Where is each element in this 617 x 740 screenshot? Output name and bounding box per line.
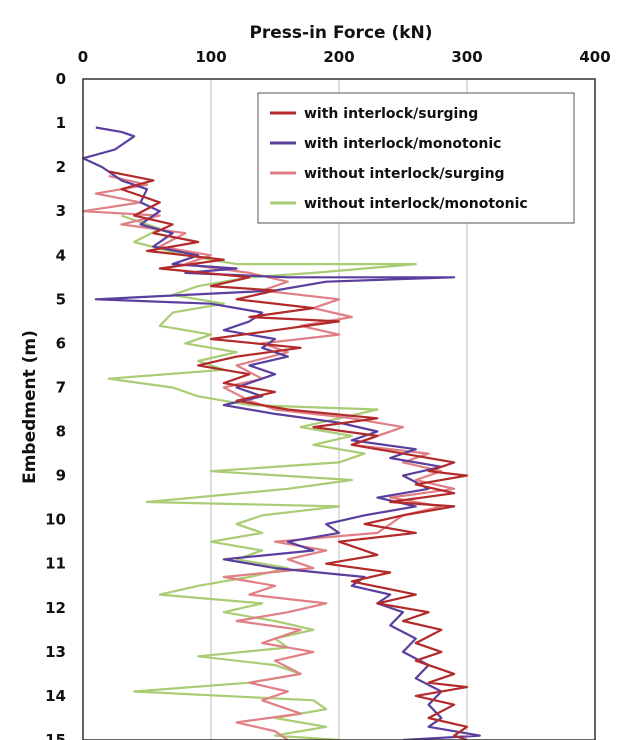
y-tick-label: 1 — [56, 114, 66, 132]
x-axis-title: Press-in Force (kN) — [249, 23, 432, 43]
x-tick-label: 200 — [323, 48, 354, 66]
y-tick-label: 4 — [56, 246, 66, 264]
y-tick-label: 15 — [45, 731, 66, 740]
plot-area-border — [82, 78, 596, 740]
y-tick-label: 8 — [56, 423, 66, 441]
x-tick-label: 300 — [451, 48, 482, 66]
legend-label: without interlock/surging — [304, 166, 505, 182]
x-tick-label: 400 — [579, 48, 610, 66]
x-tick-label: 100 — [195, 48, 226, 66]
x-tick-label: 0 — [78, 48, 88, 66]
legend-label: with interlock/monotonic — [304, 136, 501, 152]
series-line-3 — [107, 214, 417, 740]
y-tick-label: 12 — [45, 599, 66, 617]
y-tick-label: 3 — [56, 202, 66, 220]
y-tick-label: 2 — [56, 158, 66, 176]
series-line-0 — [108, 170, 469, 740]
legend: with interlock/surging with interlock/mon… — [257, 92, 575, 224]
y-tick-label: 6 — [56, 334, 66, 352]
y-tick-label: 9 — [56, 467, 66, 485]
y-tick-label: 14 — [45, 687, 66, 705]
legend-box — [257, 92, 575, 224]
y-tick-label: 11 — [45, 555, 66, 573]
legend-label: with interlock/surging — [304, 106, 478, 122]
y-tick-label: 10 — [45, 511, 66, 529]
y-tick-label: 5 — [56, 290, 66, 308]
y-tick-label: 7 — [56, 378, 66, 396]
y-axis-title: Embedment (m) — [20, 330, 40, 484]
y-tick-label: 13 — [45, 643, 66, 661]
series-lines — [81, 126, 481, 740]
legend-label: without interlock/monotonic — [304, 196, 528, 212]
y-tick-label: 0 — [56, 70, 66, 88]
